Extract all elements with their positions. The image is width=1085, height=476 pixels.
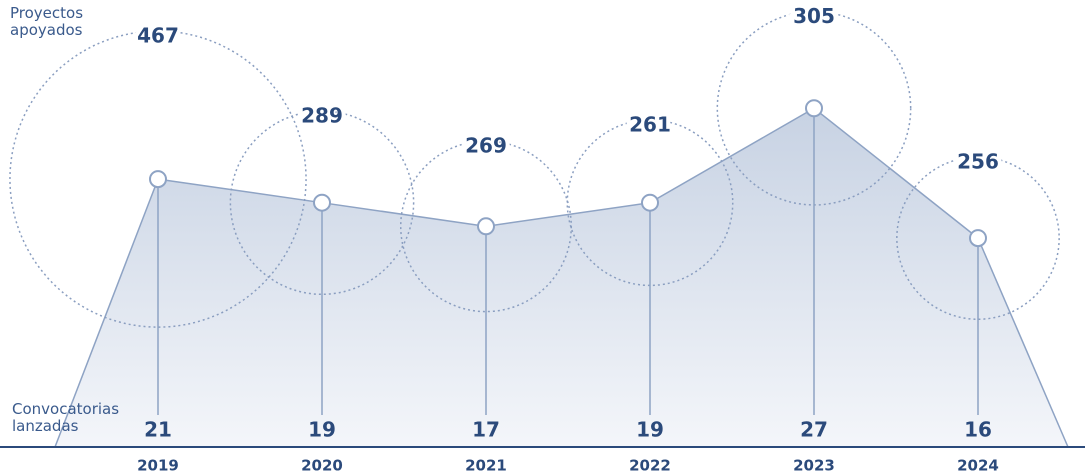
line-value-label: 19 (308, 418, 336, 442)
line (157, 107, 979, 239)
year-label: 2022 (629, 457, 671, 475)
bubble-value-label: 289 (301, 104, 343, 128)
bubble-value-label: 467 (137, 24, 179, 48)
line-value-label: 27 (800, 418, 828, 442)
bubble-value-label: 256 (957, 149, 999, 173)
point (149, 170, 167, 189)
point (805, 99, 823, 118)
year-label: 2023 (793, 457, 835, 475)
year-label: 2021 (465, 457, 507, 475)
line-value-label: 21 (144, 418, 172, 442)
bubble (229, 110, 415, 296)
year-label: 2024 (957, 457, 999, 475)
bubble-value-label: 261 (629, 112, 671, 136)
year-label: 2020 (301, 457, 343, 475)
point (313, 193, 331, 212)
bubble-value-label: 305 (793, 4, 835, 28)
year-label: 2019 (137, 457, 179, 475)
bubble (896, 156, 1060, 321)
bubble-value-label: 269 (465, 134, 507, 158)
area (55, 108, 1068, 447)
edge (54, 178, 159, 448)
bubble (9, 30, 307, 328)
point (477, 217, 495, 236)
line-value-label: 16 (964, 418, 992, 442)
point (969, 229, 987, 248)
bubble-legend: Proyectos apoyados (10, 4, 84, 39)
edge (977, 237, 1069, 448)
point (641, 193, 659, 212)
line-value-label: 17 (472, 418, 500, 442)
line-legend: Convocatorias lanzadas (12, 400, 120, 435)
line-value-label: 19 (636, 418, 664, 442)
